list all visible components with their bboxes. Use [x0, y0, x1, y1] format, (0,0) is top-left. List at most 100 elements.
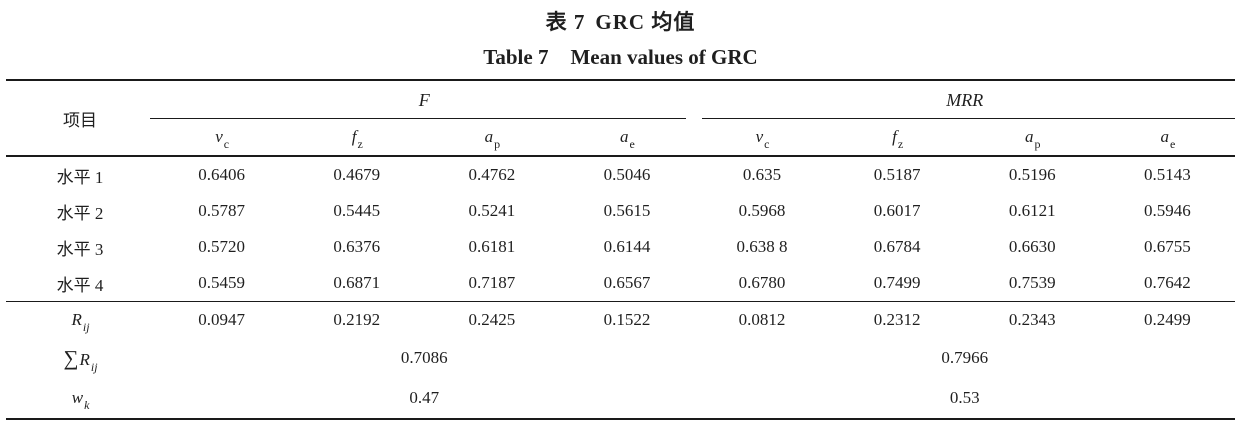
value-cell: 0.5615	[603, 201, 651, 220]
value-cell: 0.2312	[829, 301, 965, 338]
col-header-mrr-vc: vc	[694, 119, 830, 157]
col-header-item: 项目	[6, 80, 155, 157]
value-cell: 0.5720	[198, 237, 246, 256]
value-cell: 0.5046	[603, 165, 651, 184]
var-symbol: w	[71, 388, 84, 407]
row-label-sum-rij: ∑Rij	[6, 338, 154, 378]
var-subscript: c	[764, 137, 770, 152]
value-cell: 0.5946	[1144, 201, 1191, 220]
value-cell: 0.4679	[333, 165, 381, 184]
var-subscript: k	[84, 398, 90, 413]
col-header-mrr-ap: ap	[964, 119, 1100, 157]
group-f-label: F	[418, 89, 430, 110]
value-cell: 0.0812	[694, 301, 830, 338]
value-cell: 0.6144	[603, 237, 651, 256]
table-row-rij: Rij 0.0947 0.2192 0.2425 0.1522 0.0812 0…	[6, 301, 1235, 338]
value-cell: 0.0947	[154, 301, 290, 338]
table-number-en: Table 7	[483, 45, 549, 69]
col-header-f-ap: ap	[424, 119, 560, 157]
value-cell: 0.5445	[333, 201, 381, 220]
col-header-f-fz: fz	[289, 119, 425, 157]
value-cell: 0.5459	[198, 273, 246, 292]
value-cell: 0.1522	[559, 301, 695, 338]
value-cell: 0.6376	[333, 237, 381, 256]
value-cell: 0.6780	[738, 273, 786, 292]
table-title-en: Table 7 Mean values of GRC	[0, 44, 1241, 70]
value-cell: 0.5787	[198, 201, 246, 220]
value-cell: 0.6181	[468, 237, 516, 256]
table-captions: 表 7 GRC 均值 Table 7 Mean values of GRC	[0, 0, 1241, 70]
value-cell: 0.6871	[333, 273, 381, 292]
value-cell: 0.7499	[873, 273, 921, 292]
var-symbol: R	[79, 349, 90, 369]
var-symbol: v	[215, 127, 223, 146]
table-row-level3: 水平 3 0.5720 0.6376 0.6181 0.6144 0.638 8…	[6, 229, 1235, 265]
col-group-f: F	[150, 80, 694, 119]
col-group-mrr: MRR	[694, 80, 1235, 119]
var-subscript: p	[494, 137, 501, 152]
sigma-symbol: ∑	[63, 345, 79, 370]
table-number-cn: 表 7	[545, 10, 586, 34]
value-cell: 0.2192	[289, 301, 425, 338]
table-row-sum-rij: ∑Rij 0.7086 0.7966	[6, 338, 1235, 378]
var-symbol: a	[1160, 127, 1169, 146]
var-subscript: ij	[82, 320, 90, 335]
value-cell-wk-mrr: 0.53	[949, 388, 980, 407]
grc-mean-values-table: 项目 F MRR vc fz ap ae vc fz ap ae 水平 1 0.…	[6, 79, 1235, 420]
row-label-rij: Rij	[6, 301, 155, 338]
value-cell: 0.6630	[1008, 237, 1056, 256]
value-cell: 0.6017	[873, 201, 921, 220]
value-cell: 0.5143	[1144, 165, 1191, 184]
var-subscript: z	[897, 137, 904, 152]
var-subscript: ij	[90, 359, 98, 374]
table-row-wk: wk 0.47 0.53	[6, 378, 1235, 419]
table-title-cn: 表 7 GRC 均值	[0, 9, 1241, 35]
var-symbol: a	[484, 127, 494, 146]
value-cell-sum-mrr: 0.7966	[941, 348, 989, 367]
var-symbol: f	[892, 127, 897, 146]
var-symbol: a	[1024, 127, 1034, 146]
value-cell: 0.7187	[468, 273, 516, 292]
row-label-wk: wk	[6, 378, 154, 419]
var-subscript: c	[223, 137, 230, 152]
col-header-mrr-ae: ae	[1099, 119, 1235, 157]
col-header-f-ae: ae	[559, 119, 695, 157]
row-label: 水平 1	[56, 167, 104, 187]
value-cell-sum-f: 0.7086	[400, 348, 448, 367]
table-row-level2: 水平 2 0.5787 0.5445 0.5241 0.5615 0.5968 …	[6, 193, 1235, 229]
table-row-level1: 水平 1 0.6406 0.4679 0.4762 0.5046 0.635 0…	[6, 156, 1235, 193]
value-cell: 0.6755	[1144, 237, 1191, 256]
value-cell: 0.638 8	[736, 237, 788, 256]
value-cell: 0.7642	[1144, 273, 1191, 292]
value-cell: 0.5241	[468, 201, 516, 220]
var-subscript: e	[629, 137, 635, 152]
group-mrr-label: MRR	[946, 89, 984, 110]
value-cell: 0.2343	[964, 301, 1100, 338]
table-title-cn-text: GRC 均值	[595, 10, 696, 34]
var-subscript: z	[357, 137, 363, 152]
row-label: 水平 2	[56, 203, 104, 223]
var-symbol: v	[755, 127, 764, 146]
var-subscript: p	[1034, 137, 1041, 152]
row-label: 水平 3	[56, 239, 104, 259]
value-cell: 0.4762	[468, 165, 516, 184]
value-cell: 0.6784	[873, 237, 921, 256]
var-symbol: a	[620, 127, 629, 146]
row-label: 水平 4	[56, 275, 104, 295]
table-row-level4: 水平 4 0.5459 0.6871 0.7187 0.6567 0.6780 …	[6, 265, 1235, 302]
value-cell: 0.6406	[198, 165, 246, 184]
value-cell: 0.6121	[1008, 201, 1056, 220]
var-subscript: e	[1169, 137, 1176, 152]
var-symbol: f	[351, 127, 357, 146]
value-cell: 0.5187	[873, 165, 921, 184]
value-cell: 0.2425	[424, 301, 560, 338]
value-cell: 0.2499	[1099, 301, 1235, 338]
value-cell: 0.5968	[738, 201, 786, 220]
value-cell: 0.5196	[1008, 165, 1056, 184]
col-header-f-vc: vc	[154, 119, 290, 157]
value-cell: 0.635	[742, 165, 782, 184]
value-cell: 0.6567	[603, 273, 651, 292]
value-cell: 0.7539	[1008, 273, 1056, 292]
col-header-mrr-fz: fz	[829, 119, 965, 157]
